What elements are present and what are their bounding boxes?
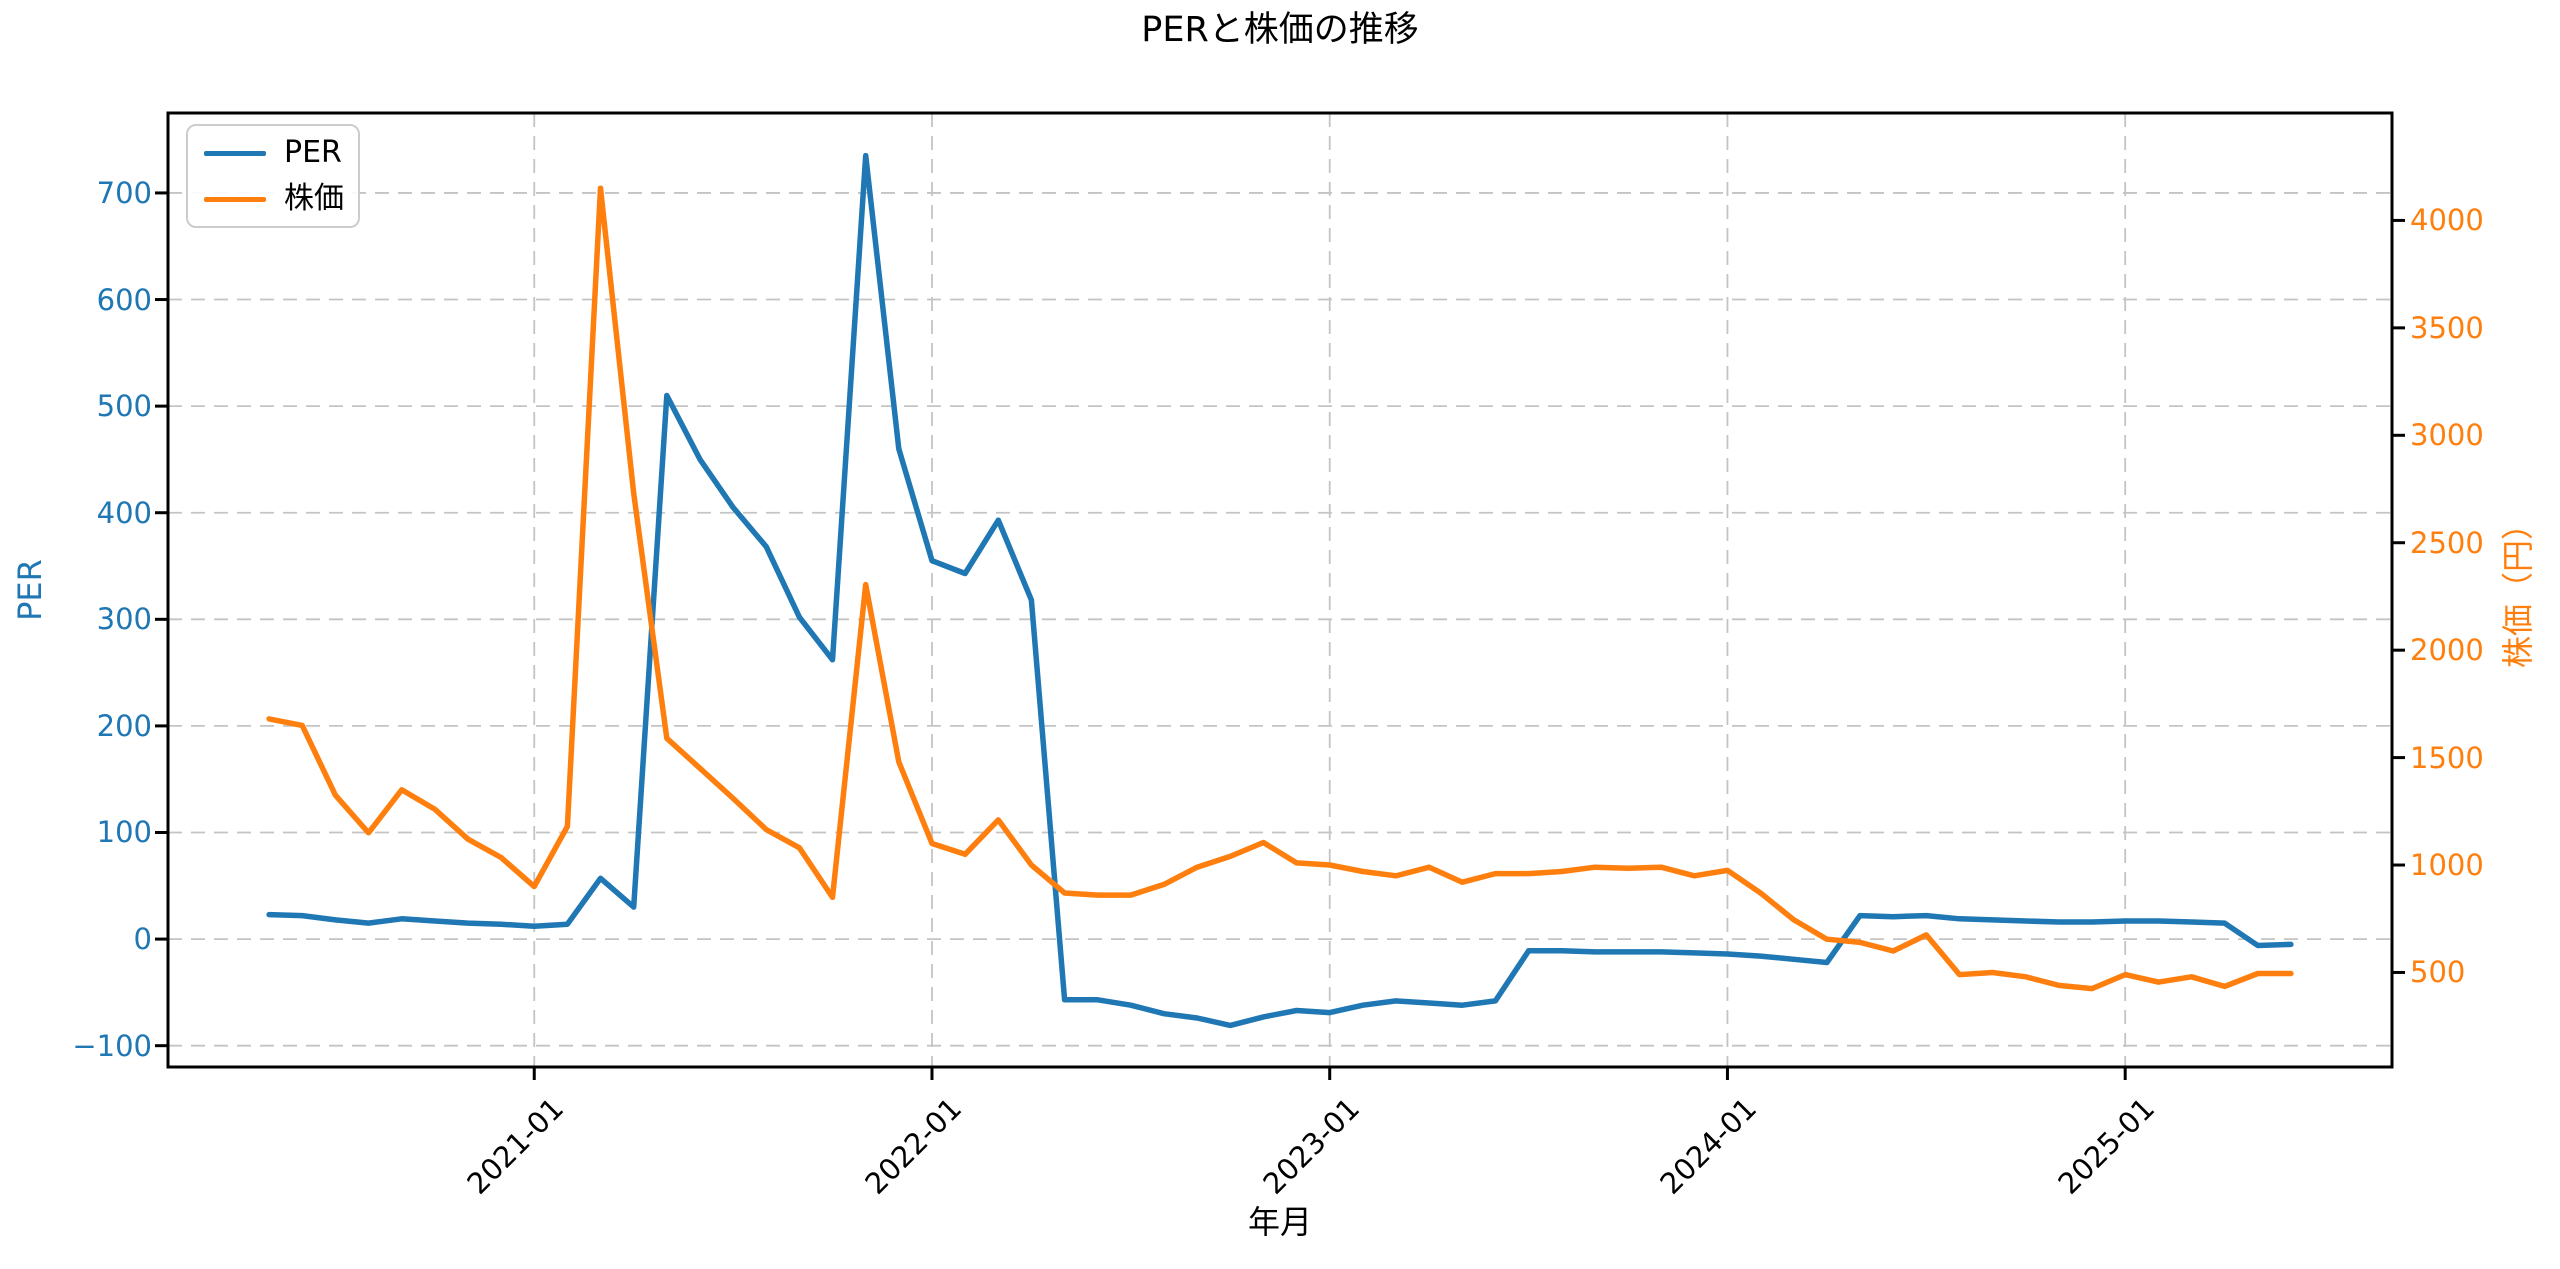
y-left-tick-label: 600 xyxy=(96,282,152,317)
y-right-tick-label: 2000 xyxy=(2410,633,2484,668)
legend-swatch-per xyxy=(204,150,266,156)
y-right-tick-label: 3500 xyxy=(2410,310,2484,345)
y-left-tick-label: 500 xyxy=(96,389,152,424)
y-right-tick-label: 500 xyxy=(2410,955,2466,990)
y-left-tick-label: 400 xyxy=(96,495,152,530)
y-right-tick-label: 2500 xyxy=(2410,525,2484,560)
legend-item-per: PER xyxy=(204,136,358,170)
y-right-tick-label: 4000 xyxy=(2410,203,2484,238)
series-line-kabuka xyxy=(266,185,2294,992)
y-left-tick-label: −100 xyxy=(72,1028,152,1063)
y-right-tick-label: 1000 xyxy=(2410,848,2484,883)
legend: PER 株価 xyxy=(186,124,360,228)
x-axis-label: 年月 xyxy=(1247,1203,1312,1241)
y-left-tick-label: 0 xyxy=(133,922,152,957)
chart-title: PERと株価の推移 xyxy=(1141,10,1419,50)
y-left-tick-label: 700 xyxy=(96,175,152,210)
y-left-tick-label: 100 xyxy=(96,815,152,850)
series-line-per xyxy=(266,152,2294,1029)
y-right-tick-label: 3000 xyxy=(2410,418,2484,453)
y-right-tick-label: 1500 xyxy=(2410,740,2484,775)
legend-label-kabuka: 株価 xyxy=(284,181,344,216)
plot-border xyxy=(166,111,2394,1069)
y-axis-label-right: 株価（円） xyxy=(2499,508,2537,669)
y-axis-label-left: PER xyxy=(11,559,49,621)
y-left-tick-label: 200 xyxy=(96,708,152,743)
legend-label-per: PER xyxy=(284,135,342,170)
legend-item-kabuka: 株価 xyxy=(204,182,358,216)
y-left-tick-label: 300 xyxy=(96,602,152,637)
legend-swatch-kabuka xyxy=(204,196,266,202)
